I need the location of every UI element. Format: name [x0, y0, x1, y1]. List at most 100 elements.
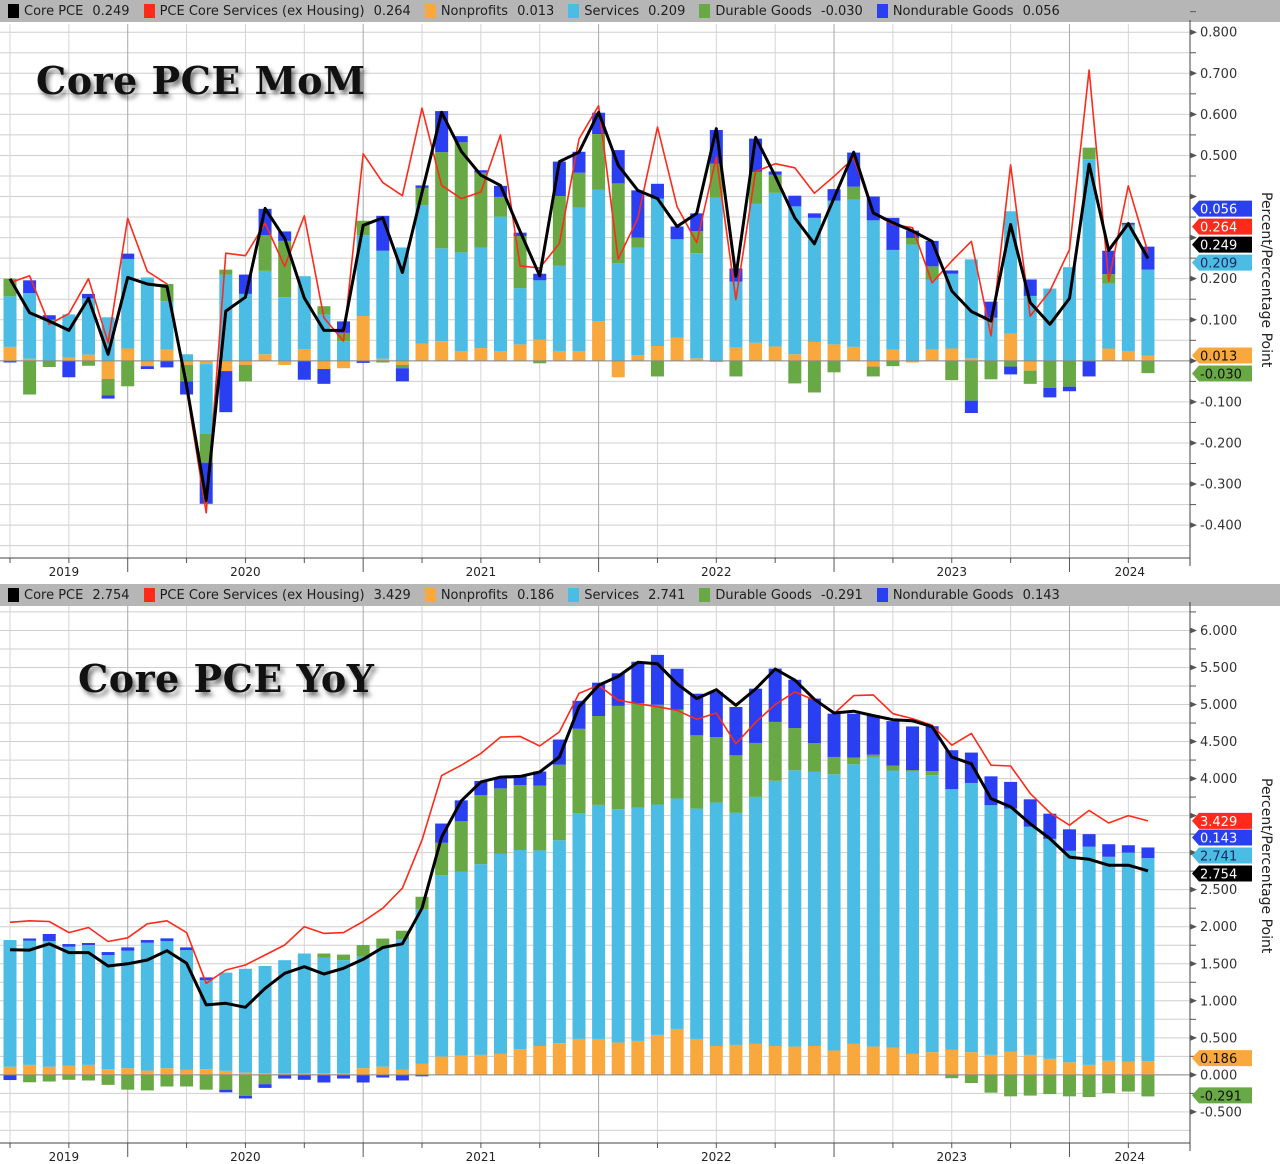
bar-nonprofits: [474, 1054, 488, 1075]
bar-nondurable-goods: [140, 366, 154, 370]
bar-services: [81, 298, 95, 355]
bar-services: [729, 812, 743, 1045]
end-value-tag: [1192, 236, 1252, 253]
bar-nondurable-goods: [81, 293, 95, 299]
legend-item: Nondurable Goods 0.056: [876, 3, 1060, 19]
legend-label: Services: [584, 3, 640, 19]
y-tick: [1190, 398, 1197, 405]
bar-nonprofits: [258, 354, 272, 361]
bar-nonprofits: [847, 346, 861, 361]
bar-nonprofits: [356, 1068, 370, 1075]
y-tick: [1190, 522, 1197, 529]
bar-services: [160, 301, 174, 350]
y-tick-label: 0.000: [1200, 1068, 1237, 1083]
legend-label: Nondurable Goods: [892, 587, 1014, 603]
bar-durable-goods: [768, 721, 782, 781]
bar-nonprofits: [1102, 348, 1116, 361]
bar-services: [278, 297, 292, 361]
bar-durable-goods: [552, 196, 566, 266]
bar-durable-goods: [611, 183, 625, 264]
bar-services: [278, 960, 292, 1074]
bar-services: [238, 293, 252, 361]
bar-durable-goods: [709, 737, 723, 803]
bar-services: [415, 205, 429, 344]
end-value-tag: [1192, 1050, 1252, 1067]
bar-services: [886, 249, 900, 350]
bar-nonprofits: [592, 320, 606, 361]
bar-nondurable-goods: [631, 661, 645, 704]
bar-services: [81, 945, 95, 1065]
y-tick: [1190, 738, 1197, 745]
end-value-tag: [1192, 847, 1252, 864]
bar-services: [729, 281, 743, 348]
end-value-label: 2.741: [1200, 849, 1237, 864]
legend-swatch: [8, 4, 19, 18]
bar-durable-goods: [23, 1074, 37, 1083]
bar-services: [925, 279, 939, 350]
bar-services: [866, 220, 880, 361]
y-tick-label: 0.500: [1200, 149, 1237, 164]
bar-services: [964, 782, 978, 1053]
bar-nonprofits: [3, 1066, 17, 1075]
bar-services: [611, 263, 625, 361]
bar-durable-goods: [395, 930, 409, 940]
bar-services: [650, 198, 664, 347]
bar-nondurable-goods: [337, 1074, 351, 1079]
y-tick: [1190, 29, 1197, 36]
bar-services: [180, 354, 194, 361]
bar-durable-goods: [23, 360, 37, 395]
bar-services: [984, 317, 998, 361]
y-tick-label: 2.000: [1200, 920, 1237, 935]
bar-services: [238, 968, 252, 1073]
bar-services: [337, 960, 351, 1074]
bar-durable-goods: [121, 360, 135, 387]
bar-services: [1102, 283, 1116, 349]
bar-services: [552, 265, 566, 351]
y-tick: [1190, 439, 1197, 446]
bar-nonprofits: [866, 360, 880, 367]
bar-nonprofits: [611, 1042, 625, 1075]
legend-value: 0.186: [517, 587, 555, 603]
bar-nonprofits: [121, 1068, 135, 1075]
bar-durable-goods: [886, 360, 900, 367]
legend-swatch: [699, 4, 711, 18]
bar-durable-goods: [62, 1074, 76, 1080]
y-tick: [1190, 234, 1197, 241]
bar-services: [1023, 826, 1037, 1055]
bar-durable-goods: [729, 755, 743, 813]
legend-label: Nondurable Goods: [892, 3, 1014, 19]
bar-services: [474, 247, 488, 349]
y-tick: [1190, 111, 1197, 118]
y-tick-label: 5.000: [1200, 698, 1237, 713]
legend-value: 2.741: [648, 587, 686, 603]
bar-durable-goods: [42, 1074, 56, 1082]
bar-services: [827, 200, 841, 345]
bar-nonprofits: [749, 1043, 763, 1075]
y-tick-label: 0.200: [1200, 272, 1237, 287]
legend-item: Durable Goods -0.291: [699, 588, 863, 603]
x-tick-label: 2020: [230, 565, 261, 579]
bar-services: [435, 248, 449, 342]
end-value-tag: [1192, 254, 1252, 271]
bar-services: [376, 947, 390, 1067]
bar-services: [1062, 267, 1076, 361]
bar-nondurable-goods: [768, 668, 782, 722]
bar-services: [768, 780, 782, 1046]
bar-nondurable-goods: [827, 713, 841, 757]
bar-durable-goods: [807, 360, 821, 393]
x-tick-label: 2024: [1114, 565, 1145, 579]
bar-services: [847, 764, 861, 1044]
bar-nonprofits: [297, 349, 311, 361]
bar-durable-goods: [1141, 360, 1155, 374]
bar-services: [984, 805, 998, 1055]
bar-nonprofits: [729, 1044, 743, 1075]
end-value-label: 0.209: [1200, 257, 1237, 272]
bar-nondurable-goods: [1004, 781, 1018, 809]
bar-nonprofits: [238, 360, 252, 365]
bar-durable-goods: [847, 186, 861, 200]
panel-1: 2019 2020 2021 2022 2023 2024 -0.500 0.000 0.500…: [0, 602, 1252, 1164]
bar-services: [906, 244, 920, 361]
bar-services: [494, 853, 507, 1054]
bar-services: [258, 270, 272, 355]
line-pce-core-services-ex-housing-: [9, 69, 1149, 514]
